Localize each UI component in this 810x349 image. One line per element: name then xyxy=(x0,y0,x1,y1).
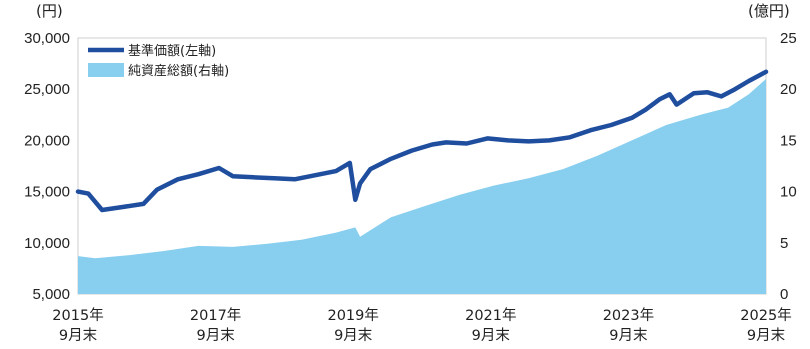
net-assets-area xyxy=(78,79,766,294)
right-y-tick: 15 xyxy=(780,132,797,149)
x-tick-month: 9月末 xyxy=(334,327,373,344)
left-y-ticks: 30,000 25,000 20,000 15,000 10,000 5,000 xyxy=(24,30,70,303)
x-tick-month: 9月末 xyxy=(747,327,786,344)
x-tick-year: 2017年 xyxy=(190,307,241,324)
left-y-tick: 10,000 xyxy=(24,235,70,252)
legend: 基準価額(左軸) 純資産総額(右軸) xyxy=(88,43,229,79)
plot-area xyxy=(75,37,769,295)
left-y-tick: 5,000 xyxy=(32,286,70,303)
x-tick-year: 2023年 xyxy=(603,307,654,324)
nav-line xyxy=(75,69,769,213)
left-y-tick: 30,000 xyxy=(24,30,70,47)
x-tick-month: 9月末 xyxy=(196,327,235,344)
right-axis-unit: (億円) xyxy=(748,2,790,20)
x-tick-month: 9月末 xyxy=(472,327,511,344)
left-y-tick: 20,000 xyxy=(24,132,70,149)
left-axis-unit: (円) xyxy=(36,2,63,20)
x-tick-year: 2019年 xyxy=(327,307,378,324)
x-tick-month: 9月末 xyxy=(609,327,648,344)
x-tick-month: 9月末 xyxy=(59,327,98,344)
legend-assets-label: 純資産総額(右軸) xyxy=(128,63,229,79)
right-y-tick: 5 xyxy=(780,235,788,252)
left-y-tick: 15,000 xyxy=(24,184,70,201)
right-y-tick: 25 xyxy=(780,30,797,47)
legend-assets-swatch xyxy=(88,63,124,77)
right-y-tick: 20 xyxy=(780,81,797,98)
left-y-tick: 25,000 xyxy=(24,81,70,98)
x-ticks: 2015年 9月末 2017年 9月末 2019年 9月末 2021年 9月末 2023年 9月末… xyxy=(52,307,791,344)
right-y-tick: 0 xyxy=(780,286,788,303)
legend-nav-label: 基準価額(左軸) xyxy=(128,43,216,59)
x-tick-year: 2021年 xyxy=(465,307,516,324)
x-tick-year: 2015年 xyxy=(52,307,103,324)
right-y-tick: 10 xyxy=(780,184,797,201)
right-y-ticks: 25 20 15 10 5 0 xyxy=(780,30,797,303)
x-tick-year: 2025年 xyxy=(740,307,791,324)
